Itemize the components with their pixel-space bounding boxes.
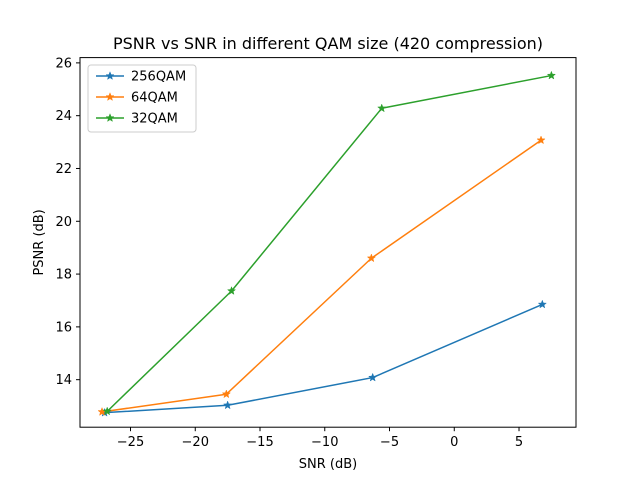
legend-entry: 64QAM	[96, 91, 178, 106]
legend-marker	[105, 113, 115, 122]
plot-area	[97, 70, 557, 417]
legend-marker	[105, 71, 115, 80]
data-point	[546, 70, 557, 80]
x-tick-label: −20	[182, 435, 209, 450]
data-point	[102, 406, 112, 416]
series-256qam	[99, 299, 547, 417]
legend-entry: 256QAM	[96, 70, 186, 85]
axis-ticks: −25 −20 −15 −10 −5 0 5 14 16 18 20 22 24 26	[55, 56, 523, 450]
y-tick-label: 26	[55, 56, 72, 71]
y-tick-label: 24	[55, 109, 72, 124]
legend: 256QAM 64QAM 32QAM	[87, 64, 197, 133]
series-line	[101, 139, 542, 413]
legend-label: 256QAM	[131, 70, 186, 85]
series-line	[104, 303, 543, 414]
legend-marker	[105, 92, 115, 101]
data-point	[537, 299, 547, 309]
y-tick-label: 14	[55, 373, 72, 388]
legend-label: 64QAM	[131, 91, 178, 106]
x-tick-label: 5	[515, 435, 523, 450]
series-line	[106, 74, 552, 412]
legend-entry: 32QAM	[96, 112, 178, 127]
x-axis-label: SNR (dB)	[299, 457, 357, 472]
data-point	[367, 372, 378, 382]
legend-box	[87, 64, 197, 133]
x-tick-label: −15	[246, 435, 273, 450]
y-tick-label: 18	[55, 268, 72, 283]
y-tick-label: 22	[55, 162, 72, 177]
data-point	[366, 253, 377, 263]
y-tick-label: 20	[55, 215, 72, 230]
x-tick-label: 0	[450, 435, 458, 450]
x-tick-label: −25	[117, 435, 144, 450]
data-point	[221, 389, 232, 399]
y-tick-label: 16	[55, 320, 72, 335]
x-tick-label: −5	[380, 435, 399, 450]
plot-frame	[79, 57, 577, 428]
data-point	[536, 135, 546, 145]
y-axis-label: PSNR (dB)	[32, 209, 47, 275]
data-point	[226, 286, 237, 295]
legend-label: 32QAM	[131, 112, 178, 127]
series-32qam	[102, 70, 557, 416]
chart-title: PSNR vs SNR in different QAM size (420 c…	[113, 34, 543, 53]
data-point	[222, 400, 233, 410]
data-point	[377, 103, 387, 113]
series-64qam	[97, 135, 546, 416]
x-tick-label: −10	[311, 435, 338, 450]
